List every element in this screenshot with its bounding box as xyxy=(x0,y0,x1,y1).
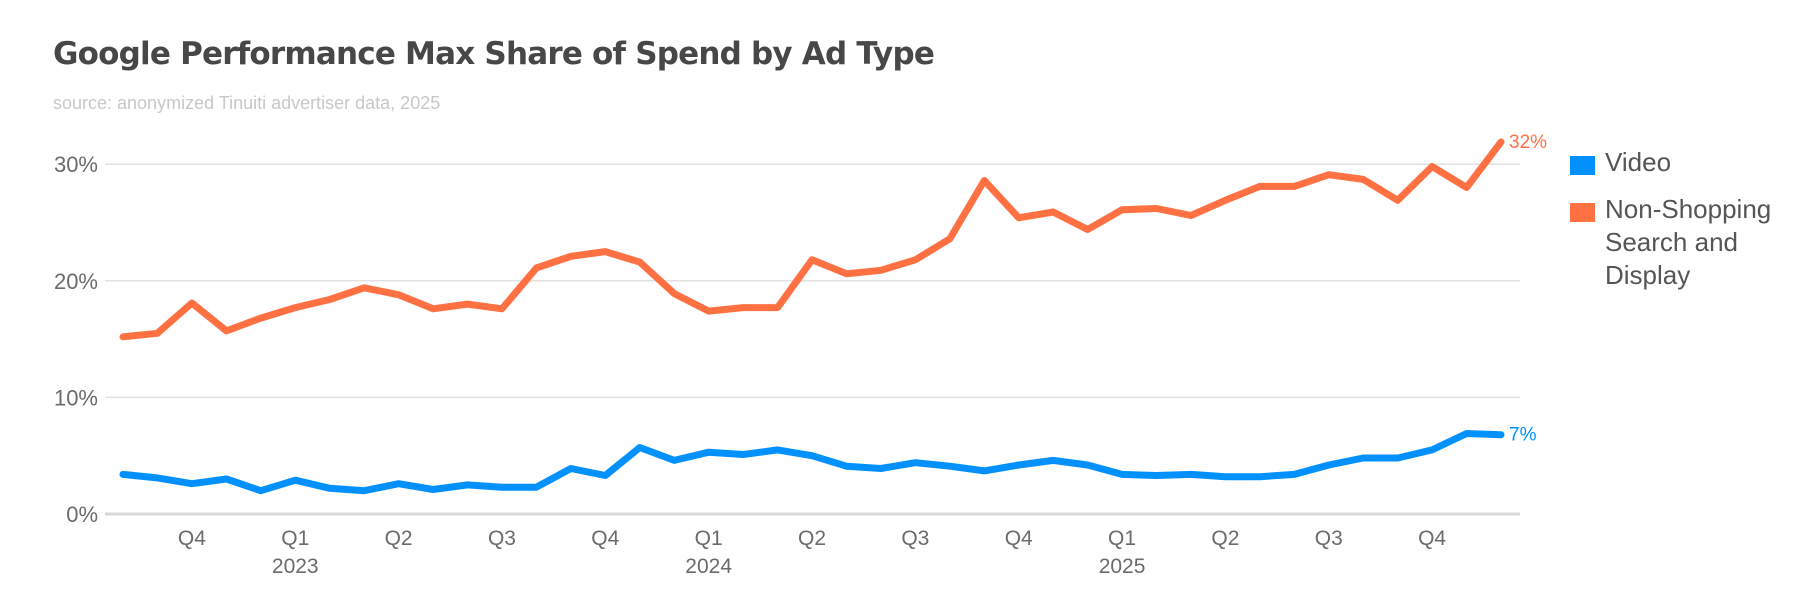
chart-subtitle: source: anonymized Tinuiti advertiser da… xyxy=(53,93,441,113)
legend-item-video[interactable]: Video xyxy=(1570,146,1795,179)
gridlines xyxy=(105,163,1520,516)
y-tick-label: 20% xyxy=(54,269,98,294)
end-labels: 32% 7% xyxy=(1509,132,1547,446)
series-lines xyxy=(119,138,1505,495)
legend-item-non-shopping[interactable]: Non-Shopping Search and Display xyxy=(1570,193,1795,292)
x-tick-label: Q3 xyxy=(901,527,929,550)
legend-swatch-non-shopping xyxy=(1570,203,1595,222)
x-axis: Q4 Q1 2023 Q2 Q3 Q4 Q1 2024 Q2 Q3 Q4 Q1 2025 Q2 Q3 Q4 xyxy=(178,527,1447,578)
x-tick-label: Q2 xyxy=(385,527,413,550)
x-tick-label: Q2 xyxy=(1211,527,1239,550)
x-year-label: 2025 xyxy=(1099,555,1146,578)
x-year-label: 2023 xyxy=(272,555,319,578)
legend-swatch-video xyxy=(1570,156,1595,175)
chart-title: Google Performance Max Share of Spend by… xyxy=(53,36,935,72)
x-tick-label: Q1 xyxy=(281,527,309,550)
legend-label: Non-Shopping Search and Display xyxy=(1605,194,1772,290)
legend: Video Non-Shopping Search and Display xyxy=(1570,146,1795,306)
y-axis: 0% 10% 20% 30% xyxy=(54,152,98,527)
end-value-label: 7% xyxy=(1509,425,1537,446)
end-value-label: 32% xyxy=(1509,132,1547,153)
series-line-non-shopping-search-and-display xyxy=(119,138,1505,341)
series-line-video xyxy=(119,430,1505,495)
x-tick-label: Q4 xyxy=(1005,527,1033,550)
x-tick-label: Q1 xyxy=(1108,527,1136,550)
y-tick-label: 10% xyxy=(54,385,98,410)
legend-label: Video xyxy=(1605,147,1672,177)
x-tick-label: Q2 xyxy=(798,527,826,550)
x-tick-label: Q4 xyxy=(591,527,619,550)
x-year-label: 2024 xyxy=(685,555,732,578)
y-tick-label: 30% xyxy=(54,152,98,177)
y-tick-label: 0% xyxy=(66,502,98,527)
x-tick-label: Q4 xyxy=(1418,527,1446,550)
x-tick-label: Q3 xyxy=(488,527,516,550)
x-tick-label: Q1 xyxy=(695,527,723,550)
x-tick-label: Q3 xyxy=(1315,527,1343,550)
x-tick-label: Q4 xyxy=(178,527,206,550)
